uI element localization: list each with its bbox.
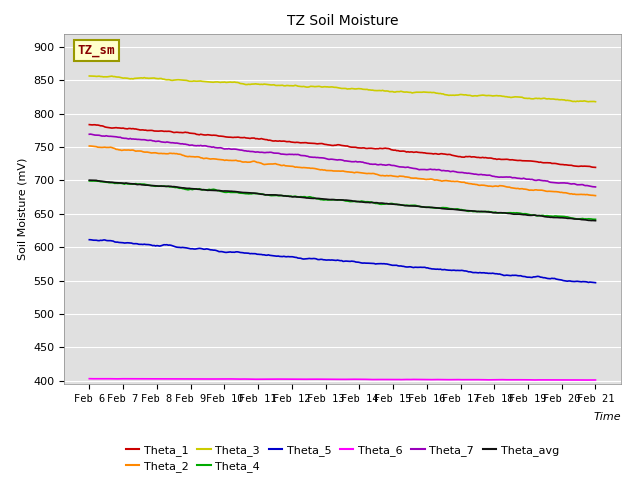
Theta_7 [308,154,316,160]
Theta_2 [147,150,155,156]
Line: Theta_7: Theta_7 [90,134,595,187]
Theta_6 [149,376,157,382]
Theta_4 [236,190,244,196]
Theta_6 [583,377,591,383]
Theta_7 [591,184,599,190]
Theta_6 [565,377,573,383]
Theta_4 [147,183,155,189]
Theta_1 [86,122,93,128]
Theta_2 [563,190,571,196]
Line: Theta_4: Theta_4 [90,181,595,219]
Theta_avg [591,218,599,224]
Theta_4 [86,178,93,184]
Legend: Theta_1, Theta_2, Theta_3, Theta_4, Theta_5, Theta_6, Theta_7, Theta_avg: Theta_1, Theta_2, Theta_3, Theta_4, Thet… [122,440,563,477]
Theta_3 [563,97,571,103]
Line: Theta_2: Theta_2 [90,146,595,196]
Theta_1 [236,135,244,141]
Theta_2 [307,166,314,171]
Theta_3 [307,84,314,89]
Theta_4 [307,194,314,200]
Theta_1 [307,141,314,146]
Theta_3 [236,81,244,86]
Theta_6 [237,376,245,382]
Theta_4 [253,191,261,196]
Line: Theta_6: Theta_6 [90,379,595,380]
Text: TZ_sm: TZ_sm [78,44,115,57]
Theta_5 [307,256,314,262]
Theta_avg [236,189,244,195]
Theta_3 [253,81,261,87]
Theta_2 [253,159,261,165]
Theta_5 [591,280,599,286]
Theta_avg [147,183,155,189]
Theta_4 [262,192,269,198]
Theta_6 [255,376,262,382]
Theta_7 [237,147,245,153]
Theta_avg [262,192,269,198]
Theta_4 [563,214,571,220]
Theta_7 [565,180,573,186]
Theta_5 [253,252,261,257]
Line: Theta_1: Theta_1 [90,125,595,168]
Theta_avg [307,195,314,201]
Theta_7 [87,131,95,137]
Theta_avg [253,191,261,196]
Theta_1 [262,137,269,143]
Theta_1 [253,136,261,142]
Theta_3 [262,82,269,87]
Theta_avg [86,177,93,183]
Theta_7 [255,149,262,155]
Theta_3 [591,99,599,105]
Line: Theta_avg: Theta_avg [90,180,595,221]
Title: TZ Soil Moisture: TZ Soil Moisture [287,14,398,28]
Theta_7 [149,138,157,144]
Theta_2 [86,143,93,149]
Theta_2 [591,193,599,199]
Y-axis label: Soil Moisture (mV): Soil Moisture (mV) [17,157,28,260]
Theta_4 [591,216,599,222]
Line: Theta_5: Theta_5 [90,240,595,283]
Theta_5 [236,250,244,255]
Theta_2 [262,161,269,167]
Line: Theta_3: Theta_3 [90,76,595,102]
Theta_2 [236,158,244,164]
Theta_avg [563,216,571,221]
Theta_5 [86,237,93,242]
Theta_3 [86,73,93,79]
Text: Time: Time [593,412,621,422]
Theta_5 [262,252,269,258]
Theta_6 [100,376,108,382]
Theta_6 [308,376,316,382]
Theta_7 [263,149,271,155]
Theta_1 [147,128,155,133]
Theta_3 [147,75,155,81]
Theta_7 [86,132,93,137]
Theta_5 [147,242,155,248]
Theta_6 [263,376,271,382]
Theta_5 [563,278,571,284]
Theta_6 [86,376,93,382]
Theta_1 [563,162,571,168]
Theta_1 [591,165,599,170]
Theta_6 [591,377,599,383]
